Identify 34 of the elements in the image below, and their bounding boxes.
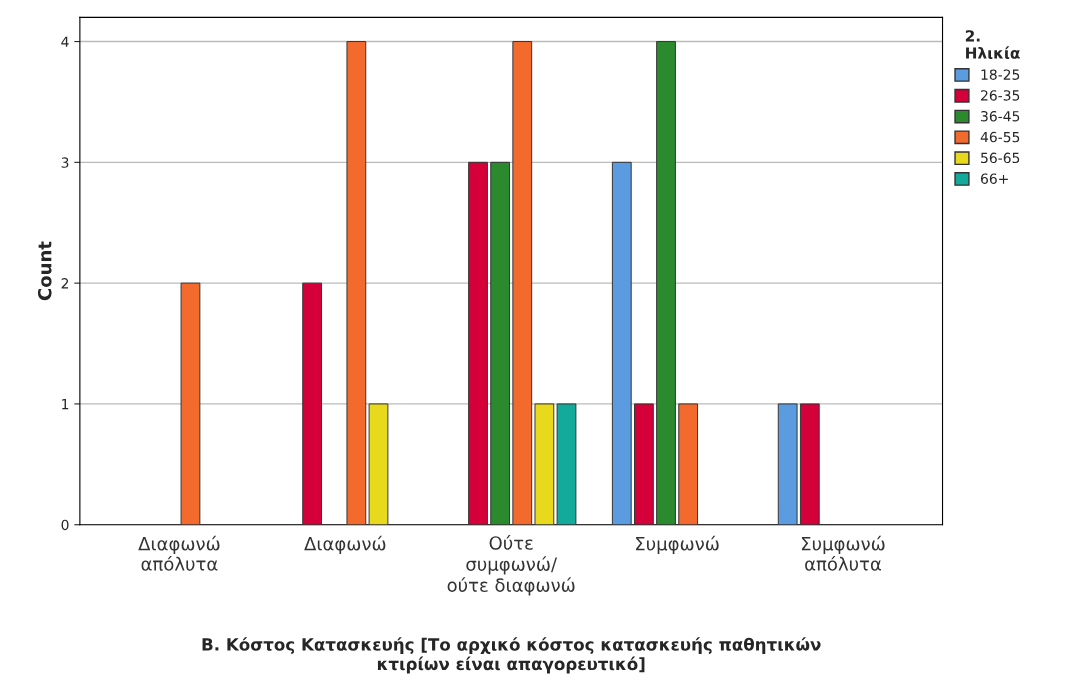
bar [368,403,389,525]
bar [534,403,555,525]
bar [556,403,577,525]
x-tick-label: Διαφωνώ [304,535,386,555]
bar [302,282,323,525]
legend-label: 66+ [980,173,1008,184]
legend-label: 18-25 [981,69,1020,80]
legend-label: 46-55 [980,131,1020,143]
legend-label: 36-45 [981,110,1020,122]
legend-title: 2. Ηλικία [965,30,1020,59]
bar [346,41,367,525]
y-tick-label: 2 [61,278,69,289]
bar [678,403,699,525]
y-tick-label: 4 [61,36,69,47]
bar [468,161,488,525]
bar [490,161,511,525]
x-tick-label: Διαφωνώ απόλυτα [138,535,220,571]
bar [799,403,820,525]
y-axis-title: Count [37,241,52,301]
bar [611,161,632,525]
bar [656,41,676,525]
x-tick-label: Συμφωνώ απόλυτα [801,535,885,571]
y-tick-label: 1 [62,399,69,410]
legend-label: 56-65 [981,152,1020,164]
bar [777,403,798,525]
x-axis-title: Β. Κόστος Κατασκευής [Το αρχικό κόστος κατασκευής παθητικών κτιρίων είναι απαγορευτικό] [202,637,821,674]
bar [180,282,201,525]
bar [512,41,533,525]
x-tick-label: Ούτε συμφωνώ/ ούτε διαφωνώ [447,535,575,596]
x-tick-label: Συμφωνώ [636,535,719,555]
y-tick-label: 3 [61,157,69,168]
y-tick-label: 0 [61,519,69,531]
bar [634,403,654,525]
legend-label: 26-35 [981,90,1020,101]
